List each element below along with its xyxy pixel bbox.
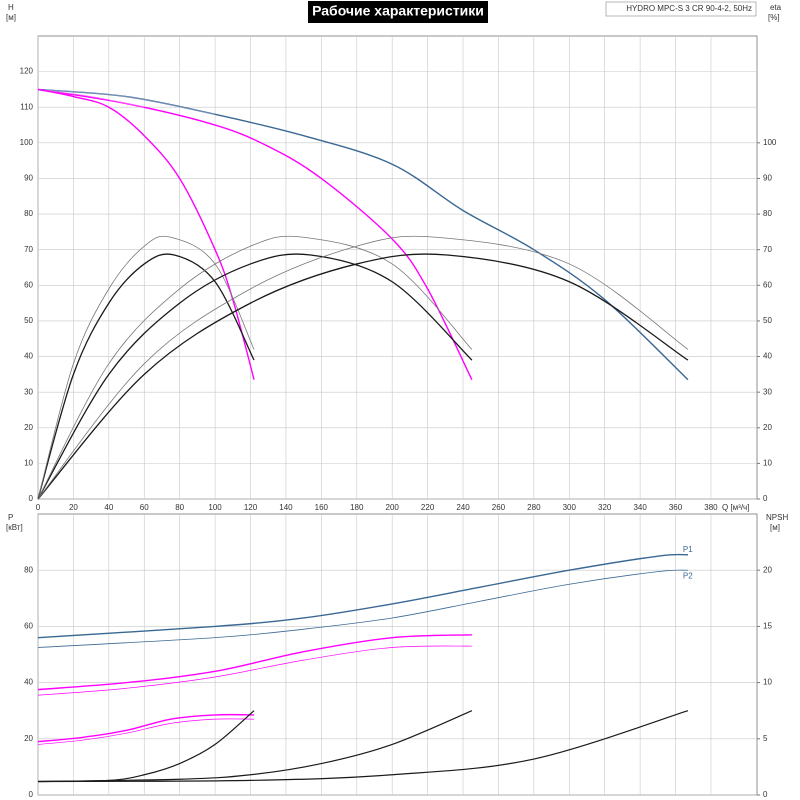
curve-label: P2 bbox=[683, 571, 693, 580]
x-tick-label: 20 bbox=[69, 503, 78, 512]
x-tick-label: 340 bbox=[633, 503, 647, 512]
y2-tick-label: 20 bbox=[763, 423, 772, 432]
x-tick-label: 220 bbox=[421, 503, 435, 512]
curve bbox=[37, 253, 473, 500]
y-axis-label: P bbox=[8, 513, 13, 522]
y-tick-label: 50 bbox=[24, 316, 33, 325]
chart-title: Рабочие характеристики bbox=[312, 3, 484, 19]
x-tick-label: 80 bbox=[175, 503, 184, 512]
curve bbox=[37, 710, 689, 783]
y2-tick-label: 60 bbox=[763, 280, 772, 289]
y2-tick-label: 10 bbox=[763, 678, 772, 687]
x-tick-label: 320 bbox=[598, 503, 612, 512]
curve bbox=[37, 235, 473, 500]
y-tick-label: 70 bbox=[24, 245, 33, 254]
y2-tick-label: 50 bbox=[763, 316, 772, 325]
y2-tick-label: 90 bbox=[763, 174, 772, 183]
curve bbox=[37, 253, 255, 500]
y-axis-unit: [кВт] bbox=[6, 523, 23, 532]
x-tick-label: 300 bbox=[563, 503, 577, 512]
y-tick-label: 90 bbox=[24, 174, 33, 183]
x-tick-label: 60 bbox=[140, 503, 149, 512]
title-box bbox=[308, 1, 488, 23]
model-label: HYDRO MPC-S 3 CR 90-4-2, 50Hz bbox=[626, 4, 752, 13]
curve bbox=[37, 634, 472, 691]
y-tick-label: 0 bbox=[29, 494, 34, 503]
y2-tick-label: 0 bbox=[763, 790, 768, 799]
curve bbox=[37, 235, 689, 500]
model-box bbox=[605, 1, 757, 17]
x-tick-label: 180 bbox=[350, 503, 364, 512]
x-tick-label: 380 bbox=[704, 503, 718, 512]
y-tick-label: 60 bbox=[24, 280, 33, 289]
curve bbox=[37, 89, 216, 115]
curve bbox=[37, 553, 688, 639]
y-tick-label: 40 bbox=[24, 352, 33, 361]
x-tick-label: 160 bbox=[315, 503, 329, 512]
y2-axis-unit: [%] bbox=[768, 13, 780, 22]
plot-frame-bottom bbox=[37, 513, 758, 796]
x-tick-label: 0 bbox=[36, 503, 41, 512]
x-tick-label: 360 bbox=[669, 503, 683, 512]
x-tick-label: 100 bbox=[208, 503, 222, 512]
y-tick-label: 40 bbox=[24, 678, 33, 687]
y-axis-unit: [м] bbox=[6, 13, 16, 22]
curve bbox=[37, 718, 255, 745]
y-tick-label: 10 bbox=[24, 458, 33, 467]
y2-tick-label: 80 bbox=[763, 209, 772, 218]
curve bbox=[37, 645, 472, 696]
y2-tick-label: 20 bbox=[763, 565, 772, 574]
y2-tick-label: 40 bbox=[763, 352, 772, 361]
curve bbox=[37, 569, 688, 648]
y2-axis-label: NPSH bbox=[766, 513, 788, 522]
y2-tick-label: 0 bbox=[763, 494, 768, 503]
curve bbox=[37, 710, 473, 783]
y-axis-label: H bbox=[8, 3, 14, 12]
curve bbox=[37, 713, 255, 743]
y-tick-label: 20 bbox=[24, 423, 33, 432]
y-tick-label: 110 bbox=[20, 102, 33, 111]
x-axis-label: Q [м³/ч] bbox=[722, 503, 749, 512]
x-tick-label: 120 bbox=[244, 503, 258, 512]
y2-tick-label: 5 bbox=[763, 734, 768, 743]
x-tick-label: 140 bbox=[279, 503, 293, 512]
curve bbox=[37, 89, 145, 108]
curve bbox=[37, 710, 255, 783]
y-tick-label: 80 bbox=[24, 209, 33, 218]
y2-tick-label: 100 bbox=[763, 138, 777, 147]
y-tick-label: 120 bbox=[20, 67, 34, 76]
x-tick-label: 240 bbox=[456, 503, 470, 512]
y2-tick-label: 15 bbox=[763, 622, 772, 631]
y2-tick-label: 70 bbox=[763, 245, 772, 254]
curve-label: P1 bbox=[683, 545, 693, 554]
y2-tick-label: 10 bbox=[763, 458, 772, 467]
y-tick-label: 0 bbox=[29, 790, 34, 799]
curve bbox=[37, 253, 689, 500]
curve bbox=[37, 88, 473, 380]
x-tick-label: 280 bbox=[527, 503, 541, 512]
curve bbox=[37, 88, 255, 380]
x-tick-label: 40 bbox=[104, 503, 113, 512]
x-tick-label: 200 bbox=[386, 503, 400, 512]
y2-axis-unit: [м] bbox=[770, 523, 780, 532]
y-tick-label: 30 bbox=[24, 387, 33, 396]
y-tick-label: 80 bbox=[24, 565, 33, 574]
y-tick-label: 60 bbox=[24, 622, 33, 631]
y-tick-label: 100 bbox=[20, 138, 34, 147]
y2-tick-label: 30 bbox=[763, 387, 772, 396]
y2-axis-label: eta bbox=[770, 3, 782, 12]
y-tick-label: 20 bbox=[24, 734, 33, 743]
curve bbox=[37, 88, 689, 381]
x-tick-label: 260 bbox=[492, 503, 506, 512]
